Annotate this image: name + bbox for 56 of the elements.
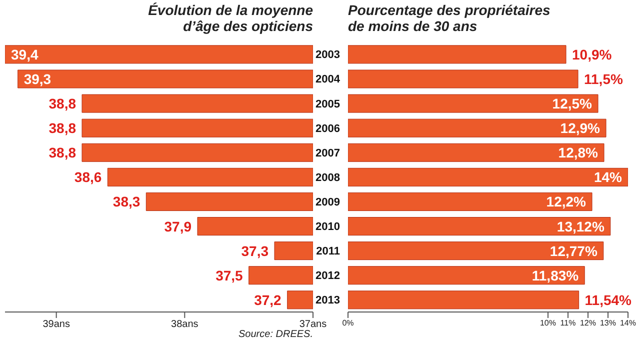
data-label: 14% (594, 169, 623, 186)
bar (348, 168, 628, 186)
data-label: 12,9% (560, 120, 601, 136)
chart-title: Évolution de la moyenne d’âge des opticiens (147, 2, 313, 34)
bar (348, 45, 566, 64)
data-label: 37,5 (216, 267, 244, 284)
bar (348, 70, 578, 88)
bar (348, 266, 585, 285)
data-label: 12,5% (552, 96, 593, 112)
bar (348, 290, 580, 310)
data-label: 13,12% (556, 218, 605, 234)
data-label: 38,8 (48, 144, 76, 161)
data-label: 11,5% (584, 70, 624, 87)
data-label: 11,83% (532, 267, 580, 284)
y-tick-label: 2012 (316, 270, 340, 282)
bar (348, 217, 611, 236)
source-note: Source: DREES. (238, 329, 313, 340)
x-tick-label: 11% (560, 318, 576, 328)
y-tick-label: 2008 (316, 172, 340, 184)
y-tick-label: 2009 (316, 196, 340, 208)
data-label: 39,4 (11, 46, 38, 62)
data-label: 10,9% (572, 46, 612, 62)
x-tick-label: 10% (540, 318, 556, 328)
chart-title: Pourcentage des propriétaires de moins de 30 ans (348, 2, 550, 34)
data-label: 38,3 (112, 194, 140, 210)
x-tick-label: 37ans (299, 319, 327, 330)
y-tick-label: 2005 (316, 98, 340, 110)
data-label: 12,2% (546, 194, 587, 210)
data-label: 11,54% (584, 292, 632, 308)
data-label: 37,3 (241, 242, 269, 259)
data-label: 38,8 (48, 96, 76, 112)
x-tick-label: 0% (342, 318, 354, 328)
data-label: 37,9 (164, 218, 192, 234)
x-tick-label: 38ans (171, 319, 198, 330)
y-tick-label: 2004 (316, 74, 341, 86)
data-label: 12,8% (558, 144, 599, 161)
x-tick-label: 14% (620, 318, 636, 328)
data-label: 39,3 (24, 70, 52, 87)
y-tick-label: 2006 (316, 122, 340, 135)
x-tick-label: 39ans (42, 319, 70, 330)
bar (348, 118, 606, 138)
x-tick-label: 13% (600, 318, 616, 328)
y-tick-label: 2013 (316, 294, 340, 307)
bar (348, 94, 598, 113)
bar (348, 143, 604, 162)
data-label: 12,77% (550, 242, 598, 259)
data-label: 38,8 (48, 120, 76, 136)
data-label: 38,6 (74, 169, 102, 186)
bar (348, 192, 592, 211)
data-label: 37,2 (254, 292, 282, 308)
bar (348, 242, 604, 260)
x-tick-label: 12% (580, 318, 596, 328)
y-tick-label: 2011 (316, 246, 340, 258)
y-tick-label: 2010 (316, 220, 340, 233)
y-tick-label: 2007 (316, 147, 340, 160)
y-tick-label: 2003 (316, 49, 340, 62)
